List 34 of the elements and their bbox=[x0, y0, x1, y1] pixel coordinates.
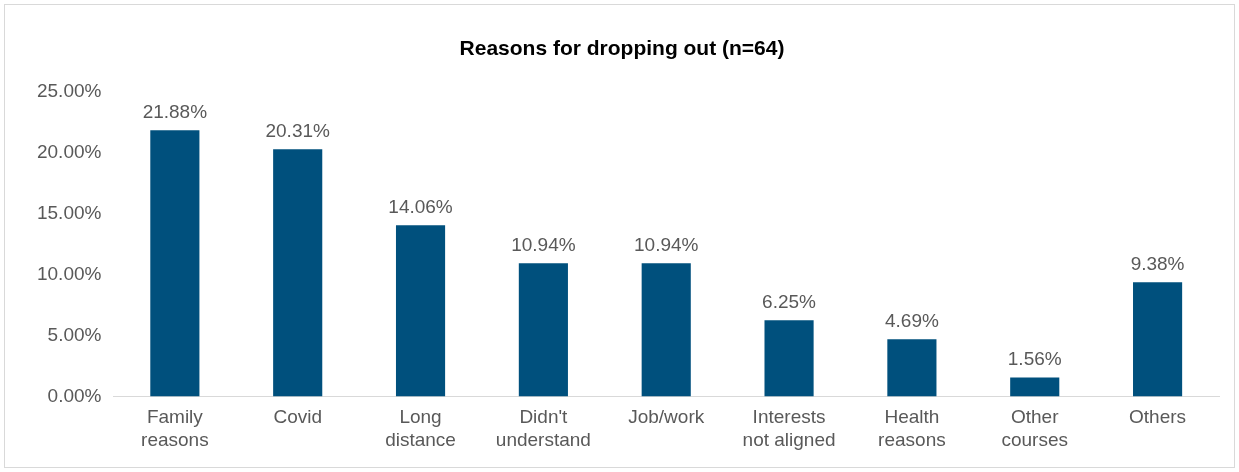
data-label: 1.56% bbox=[1007, 348, 1062, 370]
y-tick-label: 25.00% bbox=[36, 80, 102, 102]
y-tick-label: 15.00% bbox=[36, 202, 102, 224]
x-tick-label: Other courses bbox=[1001, 406, 1069, 450]
x-tick-label: Covid bbox=[273, 406, 322, 428]
bar bbox=[887, 339, 937, 397]
data-label: 10.94% bbox=[511, 234, 576, 256]
data-label: 20.31% bbox=[265, 120, 331, 141]
x-tick-label: Family reasons bbox=[141, 406, 209, 450]
data-label: 14.06% bbox=[388, 196, 453, 218]
data-label: 21.88% bbox=[142, 100, 208, 122]
y-tick-label: 0.00% bbox=[47, 384, 102, 406]
data-label: 6.25% bbox=[762, 291, 817, 313]
bar bbox=[641, 263, 691, 397]
bar bbox=[395, 225, 446, 397]
bar bbox=[764, 320, 814, 397]
x-tick-label: Long distance bbox=[385, 406, 456, 450]
y-tick-label: 20.00% bbox=[36, 141, 102, 163]
bar bbox=[518, 263, 568, 397]
x-tick-label: Health reasons bbox=[878, 406, 946, 450]
data-label: 10.94% bbox=[633, 234, 699, 256]
bar bbox=[1133, 282, 1183, 397]
chart-title: Reasons for dropping out (n=64) bbox=[459, 36, 785, 60]
data-label: 4.69% bbox=[884, 310, 939, 332]
bar bbox=[273, 149, 323, 397]
x-tick-label: Didn't understand bbox=[495, 406, 591, 450]
bar bbox=[150, 130, 200, 397]
bar bbox=[1010, 377, 1060, 397]
x-tick-label: Others bbox=[1129, 406, 1187, 428]
data-label: 9.38% bbox=[1130, 253, 1185, 274]
y-tick-label: 5.00% bbox=[47, 323, 102, 345]
y-tick-label: 10.00% bbox=[36, 262, 102, 284]
x-tick-label: Job/work bbox=[628, 406, 705, 428]
x-tick-label: Interests not aligned bbox=[742, 406, 836, 450]
